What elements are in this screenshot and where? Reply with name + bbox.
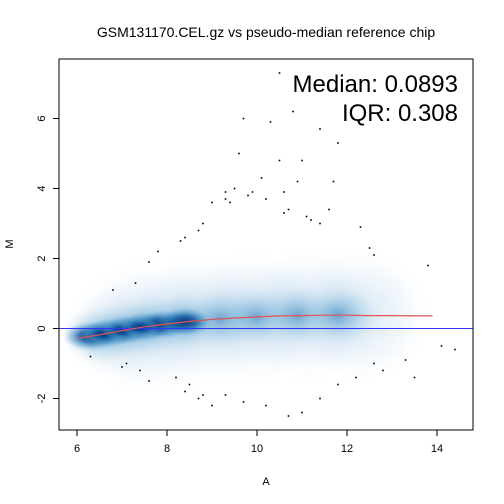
- outlier-point: [359, 226, 362, 228]
- y-tick-label: 2: [36, 255, 48, 261]
- x-axis-label: A: [262, 476, 270, 488]
- outlier-point: [310, 219, 312, 221]
- x-tick-label: 10: [251, 443, 263, 455]
- outlier-point: [328, 208, 330, 211]
- outlier-point: [269, 121, 272, 123]
- x-axis: 6 8 10 12 14: [74, 430, 443, 455]
- density-cloud: [61, 248, 431, 394]
- outlier-point: [368, 247, 371, 249]
- outlier-point: [238, 152, 240, 155]
- outlier-point: [179, 240, 182, 242]
- outlier-point: [319, 222, 321, 225]
- outlier-point: [319, 128, 321, 130]
- outlier-point: [283, 212, 285, 214]
- outlier-point: [404, 359, 407, 361]
- outlier-point: [224, 191, 227, 193]
- plot-frame: [58, 58, 474, 431]
- outlier-point: [242, 401, 245, 403]
- outlier-point: [89, 355, 92, 358]
- outlier-point: [337, 383, 339, 386]
- outlier-point: [184, 236, 186, 239]
- outlier-point: [305, 215, 308, 218]
- outlier-point: [134, 282, 137, 284]
- outlier-point: [202, 394, 204, 396]
- outlier-point: [287, 208, 290, 211]
- outlier-point: [278, 72, 281, 74]
- median-annotation: Median: 0.0893: [293, 71, 458, 98]
- outlier-point: [202, 222, 204, 225]
- outlier-point: [355, 376, 357, 379]
- x-tick-label: 12: [341, 443, 353, 455]
- outlier-point: [197, 229, 200, 232]
- outlier-point: [260, 177, 263, 179]
- outlier-point: [197, 397, 200, 400]
- outlier-point: [224, 394, 227, 396]
- outlier-point: [382, 369, 384, 372]
- outlier-point: [188, 383, 191, 386]
- x-tick-label: 6: [74, 443, 80, 455]
- outlier-point: [247, 194, 249, 197]
- outlier-point: [373, 254, 375, 256]
- outlier-point: [454, 348, 456, 351]
- outlier-point: [292, 110, 294, 113]
- outlier-point: [373, 362, 375, 365]
- outlier-point: [211, 201, 213, 204]
- outlier-point: [427, 264, 429, 267]
- outlier-point: [265, 198, 267, 200]
- chart-title: GSM131170.CEL.gz vs pseudo-median refere…: [97, 24, 435, 40]
- outlier-point: [233, 187, 236, 190]
- outlier-point: [440, 345, 443, 347]
- outlier-point: [287, 415, 290, 417]
- x-tick-label: 14: [431, 443, 443, 455]
- outlier-point: [125, 362, 128, 365]
- outlier-point: [251, 191, 254, 193]
- outlier-points: [89, 72, 456, 417]
- outlier-point: [139, 369, 141, 372]
- y-tick-label: 6: [36, 115, 48, 121]
- outlier-point: [337, 142, 339, 144]
- y-tick-label: -2: [36, 394, 48, 404]
- y-axis-label: M: [4, 239, 16, 248]
- outlier-point: [211, 404, 213, 407]
- outlier-point: [265, 404, 267, 407]
- outlier-point: [112, 289, 114, 291]
- outlier-point: [184, 390, 186, 393]
- y-tick-label: 4: [36, 185, 48, 191]
- outlier-point: [278, 159, 281, 162]
- y-axis: -2 0 2 4 6: [36, 115, 59, 403]
- outlier-point: [283, 191, 285, 193]
- outlier-point: [148, 380, 150, 382]
- outlier-point: [319, 397, 321, 400]
- outlier-point: [413, 376, 416, 379]
- outlier-point: [296, 180, 299, 183]
- outlier-point: [301, 411, 303, 414]
- y-tick-label: 0: [36, 325, 48, 331]
- outlier-point: [121, 366, 123, 368]
- outlier-point: [148, 261, 150, 263]
- outlier-point: [301, 159, 303, 162]
- x-tick-label: 8: [164, 443, 170, 455]
- outlier-point: [224, 198, 227, 200]
- outlier-point: [242, 117, 245, 120]
- outlier-point: [229, 201, 231, 204]
- outlier-point: [157, 250, 159, 253]
- outlier-point: [175, 376, 177, 379]
- outlier-point: [332, 180, 335, 183]
- iqr-annotation: IQR: 0.308: [342, 100, 458, 127]
- loess-curve: [76, 314, 433, 339]
